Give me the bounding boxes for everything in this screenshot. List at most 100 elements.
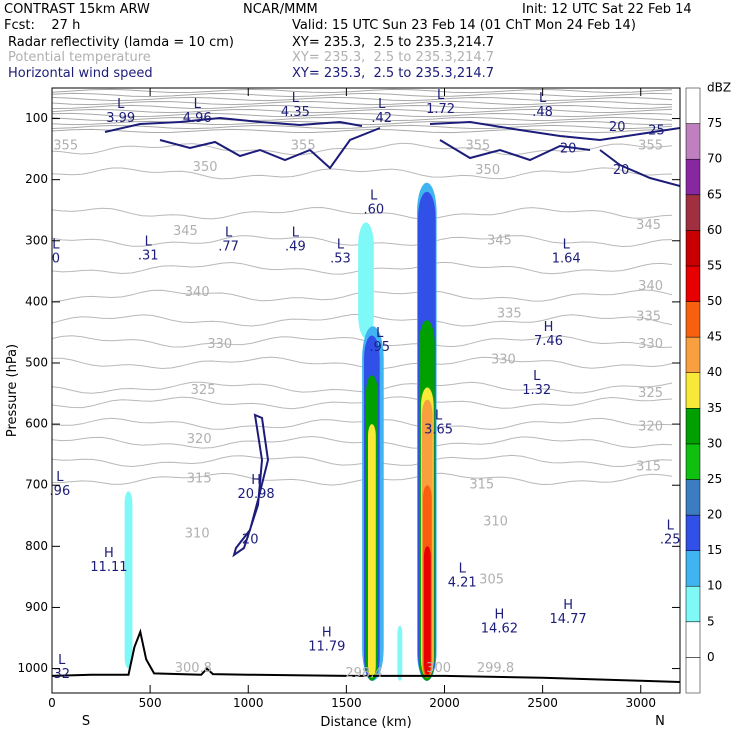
theta-isentrope: [52, 289, 673, 303]
wind-extremum-value: .53: [330, 252, 351, 267]
theta-contour-label: 315: [469, 478, 494, 493]
wind-extremum-type: L: [56, 470, 64, 485]
colorbar-label: 15: [707, 543, 722, 557]
wind-contour: [439, 139, 591, 162]
theta-contour-label: 355: [465, 139, 490, 154]
y-tick-label: 800: [25, 539, 48, 553]
x-tick-label: 1500: [331, 696, 362, 710]
colorbar-label: 20: [707, 508, 722, 522]
init-time: Init: 12 UTC Sat 22 Feb 14: [522, 2, 692, 17]
theta-contour-label: 325: [638, 386, 663, 401]
wind-extremum-value: .49: [285, 239, 306, 254]
theta-contour-label: 320: [187, 432, 212, 447]
theta-line-upper: [52, 116, 673, 122]
theta-line-upper: [52, 100, 673, 106]
x-end-label-north: N: [655, 714, 665, 729]
wind-extremum-type: H: [563, 598, 573, 613]
theta-isentrope: [52, 396, 673, 410]
colorbar-swatch: [685, 230, 701, 267]
wind-extremum-type: L: [194, 97, 202, 112]
colorbar-swatch: [685, 443, 701, 480]
reflectivity-cell: [423, 546, 431, 675]
y-tick-label: 600: [25, 417, 48, 431]
y-tick-label: 400: [25, 294, 48, 308]
x-tick-label: 0: [48, 696, 56, 710]
wind-contour: [104, 116, 363, 133]
theta-isentrope: [52, 167, 673, 180]
wind-extremum-type: L: [117, 97, 125, 112]
y-axis-label: Pressure (hPa): [5, 344, 20, 437]
theta-contour-label: 325: [191, 383, 216, 398]
x-end-label-south: S: [82, 714, 90, 729]
theta-contour-label: 315: [187, 472, 212, 487]
colorbar-label: 25: [707, 472, 722, 486]
reflectivity-cell: [397, 625, 403, 681]
colorbar-unit: dBZ: [707, 81, 731, 95]
reflectivity-cell: [358, 222, 374, 339]
theta-line-upper: [52, 128, 673, 134]
colorbar-label: 75: [707, 116, 722, 130]
colorbar-swatch: [685, 194, 701, 231]
y-tick-label: 100: [25, 111, 48, 125]
theta-isentrope: [52, 142, 673, 156]
wind-extremum-value: 3.99: [106, 111, 135, 126]
colorbar-swatch: [685, 585, 701, 623]
y-tick-label: 300: [25, 233, 48, 247]
wind-extremum-type: L: [292, 225, 300, 240]
x-tick-label: 500: [139, 696, 162, 710]
theta-isentrope: [52, 417, 673, 430]
colorbar-swatch: [685, 87, 701, 124]
wind-extremum-type: L: [667, 519, 675, 534]
wind-extremum-value: 1.32: [522, 383, 551, 398]
reflectivity-cell: [124, 491, 133, 669]
colorbar-swatch: [685, 514, 701, 551]
wind-extremum-value: 14.77: [549, 612, 586, 627]
y-tick-label: 500: [25, 356, 48, 370]
theta-line-upper: [52, 88, 673, 94]
theta-isentrope: [52, 356, 673, 370]
wind-contour-label: 25: [648, 123, 665, 138]
theta-contour-label: 350: [193, 160, 218, 175]
field-wind-xy: XY= 235.3, 2.5 to 235.3,214.7: [292, 66, 495, 81]
colorbar-swatch: [685, 621, 701, 658]
theta-line-upper: [52, 108, 673, 114]
wind-extremum-value: .48: [532, 105, 553, 120]
theta-contour-label: 345: [173, 224, 198, 239]
wind-extremum-type: H: [104, 546, 114, 561]
wind-extremum-value: 11.79: [308, 640, 345, 655]
wind-extremum-value: 14.62: [481, 621, 518, 636]
colorbar-swatch: [685, 336, 701, 373]
wind-extremum-type: L: [563, 238, 571, 253]
theta-isentrope: [52, 381, 673, 394]
valid-time: Valid: 15 UTC Sun 23 Feb 14 (01 ChT Mon …: [292, 18, 636, 33]
center-label: NCAR/MMM: [243, 2, 318, 17]
theta-contour-label: 350: [475, 163, 500, 178]
wind-extremum-type: L: [378, 97, 386, 112]
theta-isentrope: [52, 435, 673, 449]
wind-extremum-value: 4.21: [448, 576, 477, 591]
theta-contour-label: 355: [53, 139, 78, 154]
wind-extremum-type: L: [376, 326, 384, 341]
wind-extremum-value: 1.64: [552, 252, 581, 267]
theta-contour-label: 320: [638, 420, 663, 435]
colorbar-label: 65: [707, 187, 722, 201]
wind-extremum-type: L: [533, 369, 541, 384]
wind-extremum-value: 11.11: [90, 560, 127, 575]
wind-extremum-type: L: [539, 91, 547, 106]
theta-isentrope: [52, 454, 673, 468]
y-tick-label: 1000: [17, 661, 48, 675]
theta-contour-label: 340: [185, 285, 210, 300]
wind-contour-label: 20: [609, 120, 626, 135]
wind-extremum-value: 4.35: [281, 105, 310, 120]
wind-extremum-value: 7.46: [534, 334, 563, 349]
wind-extremum-value: 4.96: [183, 111, 212, 126]
plot-frame: [51, 87, 681, 694]
field-theta-name: Potential temperature: [8, 50, 151, 65]
wind-extremum-type: L: [52, 238, 60, 253]
colorbar-swatch: [685, 301, 701, 338]
wind-contour-label: 20: [613, 163, 630, 178]
field-reflectivity-name: Radar reflectivity (lamda = 10 cm): [8, 35, 234, 50]
theta-contour-label: 345: [636, 218, 661, 233]
theta-contour-label: 315: [636, 459, 661, 474]
wind-extremum-value: .42: [371, 111, 392, 126]
